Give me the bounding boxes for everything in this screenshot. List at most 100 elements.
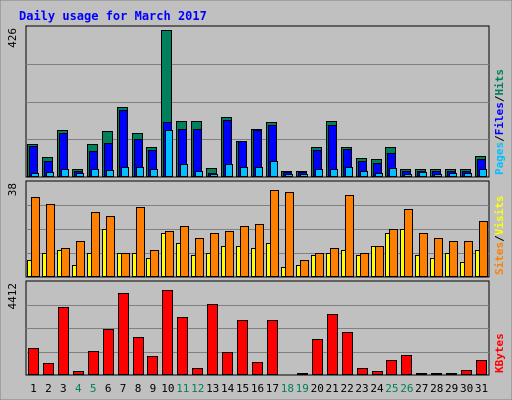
y-max-label: 38: [6, 183, 19, 196]
bar-hits-pages-day-18: [285, 174, 293, 177]
legend-item-files: Files: [493, 102, 506, 135]
bar-kbytes-kbytes-day-26: [401, 355, 412, 375]
bar-visits-sites-day-12: [195, 238, 204, 277]
bar-kbytes-kbytes-day-1: [28, 348, 39, 375]
x-tick-label: 13: [206, 382, 219, 395]
bar-hits-pages-day-20: [315, 169, 323, 177]
x-tick-label: 26: [400, 382, 413, 395]
bar-hits-pages-day-31: [479, 169, 487, 177]
bar-visits-sites-day-30: [464, 241, 473, 277]
x-tick-label: 25: [385, 382, 398, 395]
bar-kbytes-kbytes-day-10: [162, 290, 173, 375]
bar-hits-pages-day-1: [31, 173, 39, 177]
panel-visits: 38 Sites/Visits: [6, 180, 506, 278]
bar-hits-pages-day-4: [76, 173, 84, 177]
bar-visits-sites-day-8: [136, 207, 145, 277]
legend-item-kbytes: KBytes: [493, 333, 506, 373]
legend-separator: /: [493, 95, 506, 102]
legend-item-hits: Hits: [493, 69, 506, 96]
bar-visits-sites-day-18: [285, 192, 294, 277]
legend-item-sites: Sites: [493, 242, 506, 275]
bar-kbytes-kbytes-day-3: [58, 307, 69, 375]
legend: Sites/Visits: [493, 196, 506, 276]
bar-visits-sites-day-29: [449, 241, 458, 277]
bar-visits-sites-day-3: [61, 248, 70, 277]
bar-hits-pages-day-30: [464, 173, 472, 177]
x-tick-label: 3: [60, 382, 67, 395]
x-tick-label: 18: [281, 382, 294, 395]
x-tick-label: 23: [355, 382, 368, 395]
bar-kbytes-kbytes-day-29: [446, 373, 457, 375]
legend-item-visits: Visits: [493, 196, 506, 236]
bar-visits-sites-day-20: [315, 253, 324, 277]
bar-visits-sites-day-10: [165, 231, 174, 277]
bar-visits-sites-day-24: [375, 246, 384, 277]
bar-visits-sites-day-1: [31, 197, 40, 277]
x-tick-label: 28: [430, 382, 443, 395]
x-tick-label: 4: [75, 382, 82, 395]
x-tick-label: 30: [460, 382, 473, 395]
bar-hits-pages-day-27: [419, 172, 427, 177]
bar-kbytes-kbytes-day-27: [416, 373, 427, 375]
x-tick-label: 1: [30, 382, 37, 395]
legend-separator: /: [493, 235, 506, 242]
x-tick-label: 22: [340, 382, 353, 395]
legend-separator: /: [493, 135, 506, 142]
x-tick-label: 10: [161, 382, 174, 395]
bar-visits-sites-day-5: [91, 212, 100, 277]
bar-hits-pages-day-8: [136, 167, 144, 177]
x-tick-label: 24: [370, 382, 384, 395]
bar-hits-pages-day-23: [360, 171, 368, 177]
bar-visits-sites-day-6: [106, 216, 115, 277]
bar-kbytes-kbytes-day-28: [431, 373, 442, 375]
bar-kbytes-kbytes-day-31: [476, 360, 487, 375]
bar-hits-pages-day-28: [434, 174, 442, 177]
bar-hits-files-day-12: [193, 129, 202, 177]
bar-kbytes-kbytes-day-15: [237, 320, 248, 375]
bar-visits-sites-day-9: [150, 250, 159, 277]
x-tick-label: 12: [191, 382, 204, 395]
bar-kbytes-kbytes-day-21: [327, 314, 338, 375]
x-tick-label: 14: [221, 382, 235, 395]
bar-visits-sites-day-21: [330, 248, 339, 277]
bar-hits-pages-day-6: [106, 170, 114, 177]
bar-visits-sites-day-15: [240, 226, 249, 277]
bar-visits-sites-day-31: [479, 221, 488, 277]
bar-hits-pages-day-19: [300, 174, 308, 177]
legend: Pages/Files/Hits: [493, 69, 506, 175]
bar-kbytes-kbytes-day-19: [297, 373, 308, 375]
bar-hits-pages-day-21: [330, 169, 338, 177]
bar-kbytes-kbytes-day-24: [372, 371, 383, 375]
x-tick-label: 16: [251, 382, 264, 395]
bar-visits-sites-day-22: [345, 195, 354, 277]
bar-kbytes-kbytes-day-7: [118, 293, 129, 375]
bar-kbytes-kbytes-day-9: [147, 356, 158, 375]
bar-hits-pages-day-11: [180, 164, 188, 177]
bar-kbytes-kbytes-day-6: [103, 329, 114, 375]
x-tick-label: 7: [120, 382, 127, 395]
panel-kbytes: 4412 KBytes: [6, 280, 506, 376]
bar-hits-pages-day-16: [255, 167, 263, 177]
bar-visits-sites-day-23: [360, 253, 369, 277]
bar-visits-sites-day-2: [46, 204, 55, 277]
x-tick-label: 11: [176, 382, 189, 395]
y-max-label: 426: [6, 28, 19, 48]
bar-hits-pages-day-10: [165, 130, 173, 177]
bar-kbytes-kbytes-day-13: [207, 304, 218, 375]
bar-hits-files-day-21: [328, 125, 337, 177]
x-tick-label: 2: [45, 382, 52, 395]
bar-visits-sites-day-19: [300, 260, 309, 277]
bar-kbytes-kbytes-day-5: [88, 351, 99, 375]
x-tick-label: 9: [150, 382, 157, 395]
x-tick-label: 21: [326, 382, 339, 395]
bar-kbytes-kbytes-day-2: [43, 363, 54, 375]
bar-visits-sites-day-4: [76, 241, 85, 277]
bar-hits-pages-day-3: [61, 169, 69, 177]
x-tick-label: 5: [90, 382, 97, 395]
x-tick-label: 27: [415, 382, 428, 395]
bar-visits-sites-day-16: [255, 224, 264, 277]
bar-kbytes-kbytes-day-20: [312, 339, 323, 375]
bar-visits-sites-day-7: [121, 253, 130, 277]
bar-kbytes-kbytes-day-8: [133, 337, 144, 375]
legend-item-pages: Pages: [493, 142, 506, 175]
